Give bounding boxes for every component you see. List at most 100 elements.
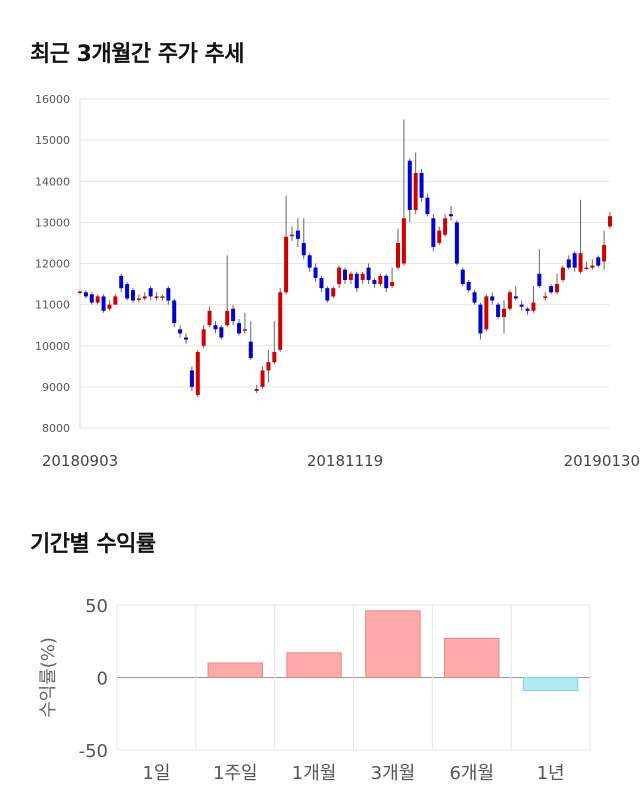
candle-body [195,351,200,396]
candle-body [390,282,395,287]
candle-body [231,308,236,322]
candle-body [608,216,612,227]
candle-body [401,218,406,264]
y-axis-label: 수익률(%) [38,637,59,718]
y-tick-label: 16000 [35,93,70,106]
candle-body [549,286,554,293]
return-bar [522,677,579,692]
x-category-label: 6개월 [449,763,494,784]
candle-body [272,351,277,363]
period-return-title: 기간별 수익률 [30,532,156,557]
x-category-label: 1주일 [213,763,258,784]
y-tick-label: 50 [85,596,108,617]
candle-body [354,273,359,289]
candle-body [449,214,453,217]
return-bar [207,662,263,678]
candle-body [531,302,536,311]
candle-body [184,337,188,340]
candle-body [560,267,565,280]
candle-body [337,267,342,285]
candle-body [513,296,518,299]
candle-body [248,341,253,359]
candle-body [219,327,224,338]
y-tick-label: 8000 [42,422,70,435]
candle-body [131,290,135,301]
candle-body [507,292,512,309]
candle-body [466,282,471,291]
candle-body [160,296,165,298]
return-bar [286,652,342,678]
x-tick-label: 20180903 [42,452,118,470]
y-tick-label: 11000 [35,299,70,312]
candle-body [437,230,442,243]
candle-body [472,292,477,303]
x-category-label: 1개월 [292,763,337,784]
candle-body [254,388,259,391]
y-tick-label: 12000 [35,258,70,271]
return-bar [444,637,500,678]
candle-body [266,362,271,371]
candle-body [242,329,247,331]
candle-body [348,273,353,280]
candle-body [519,304,524,307]
candle-body [343,269,347,280]
candle-body [237,323,241,334]
candle-body [284,236,289,293]
y-tick-label: 13000 [35,216,70,229]
candle-body [113,296,118,305]
candle-body [201,329,206,346]
y-tick-label: 9000 [42,381,70,394]
candle-body [136,298,141,300]
candle-body [555,284,559,293]
candle-body [578,253,583,272]
candle-body [496,304,501,317]
x-category-label: 1일 [142,763,170,784]
candle-body [372,279,377,285]
candle-body [443,218,448,235]
candle-body [148,288,153,297]
candle-body [295,230,300,239]
candle-body [154,296,159,298]
candle-body [290,234,294,237]
candle-body [590,265,595,268]
x-category-label: 1년 [537,763,565,784]
candle-body [319,277,324,289]
candle-body [484,296,489,330]
candle-body [331,288,336,297]
candle-body [278,292,283,350]
candle-body [360,273,365,280]
candle-body [225,310,230,326]
candle-body [431,218,436,248]
candle-body [101,296,106,311]
candle-body [301,242,306,256]
y-tick-label: 0 [97,669,108,690]
candle-body [425,197,430,215]
candle-body [78,291,82,293]
candle-body [378,275,383,285]
candle-body [478,304,483,334]
candle-body [502,308,506,317]
candle-body [166,288,171,301]
x-tick-label: 20190130 [564,452,640,470]
candle-body [384,275,389,289]
return-bar [365,610,421,678]
candle-body [95,296,100,303]
candle-body [584,267,589,270]
candle-body [407,160,412,211]
candle-body [490,296,495,301]
candle-body [189,370,194,387]
y-tick-label: -50 [79,741,108,762]
x-tick-label: 20181119 [307,452,383,470]
x-category-label: 3개월 [371,763,416,784]
candle-body [537,273,542,287]
candle-body [89,294,94,303]
candle-body [307,255,312,268]
candle-body [543,296,548,298]
candlestick-chart: 16000 15000 14000 13000 12000 11000 10000 9000 8… [35,93,640,470]
candle-body [454,222,459,264]
candle-body [460,269,465,285]
candle-body [572,253,577,268]
candle-body [566,259,571,268]
candle-body [396,242,400,268]
